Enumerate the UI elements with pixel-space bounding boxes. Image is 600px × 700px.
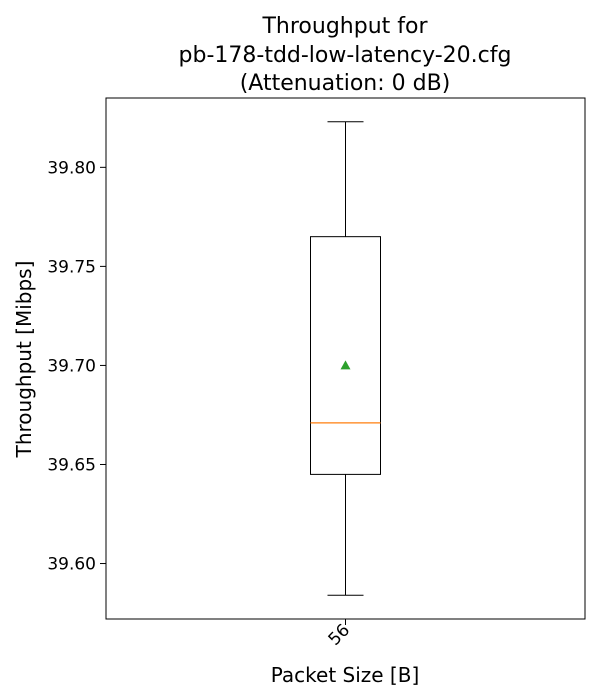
chart-title-line-3: (Attenuation: 0 dB) [240, 71, 451, 96]
y-tick-label: 39.70 [47, 356, 96, 376]
chart-title-line-2: pb-178-tdd-low-latency-20.cfg [179, 43, 512, 68]
x-axis: 56 [325, 619, 354, 650]
box-group [310, 121, 381, 596]
x-tick-label: 56 [325, 620, 354, 649]
mean-marker [340, 360, 351, 370]
interquartile-box [310, 236, 381, 475]
y-tick-label: 39.60 [47, 555, 96, 575]
y-tick-label: 39.75 [47, 257, 96, 277]
y-tick-label: 39.80 [47, 158, 96, 178]
y-axis-label: Throughput [Mibps] [12, 261, 36, 459]
y-axis: 39.60 39.65 39.70 39.75 39.80 [47, 158, 106, 575]
x-axis-label: Packet Size [B] [271, 663, 420, 687]
chart-title: Throughput for pb-178-tdd-low-latency-20… [179, 14, 512, 96]
chart-title-line-1: Throughput for [261, 14, 428, 39]
box-series [310, 121, 381, 596]
y-tick-label: 39.65 [47, 455, 96, 475]
